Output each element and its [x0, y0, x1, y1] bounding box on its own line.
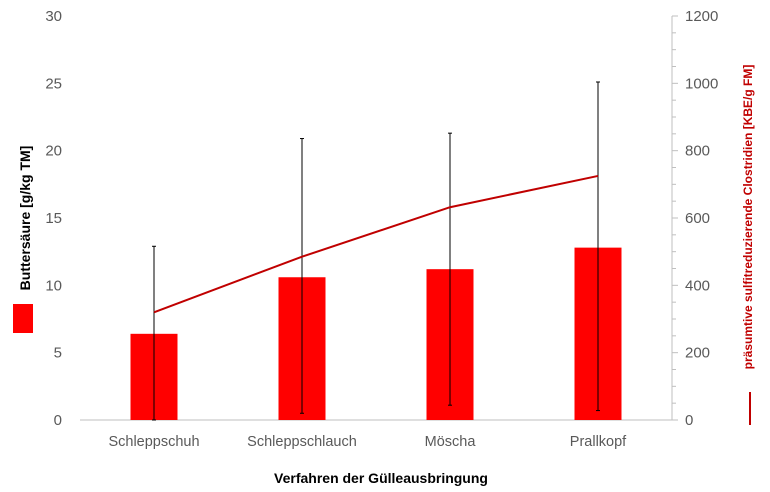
line-path: [153, 174, 599, 314]
y-tick-label: 0: [54, 412, 62, 429]
y2-tick-labels: 0 200 400 600 800 1000 1200: [685, 8, 718, 429]
x-tick-label: Prallkopf: [570, 434, 627, 450]
y-axis-title: Buttersäure [g/kg TM]: [17, 146, 33, 291]
y-tick-label: 25: [45, 75, 62, 92]
x-tick-label: Schleppschlauch: [247, 434, 357, 450]
error-bars: [152, 81, 600, 421]
y2-tick-label: 1200: [685, 8, 718, 25]
y2-tick-label: 400: [685, 277, 710, 294]
y-tick-label: 30: [45, 8, 62, 25]
y2-tick-label: 600: [685, 210, 710, 227]
y-axis-title-group: Buttersäure [g/kg TM]: [13, 146, 33, 333]
y-tick-label: 15: [45, 210, 62, 227]
line-series: [153, 174, 599, 314]
y2-axis-title-group: präsumtive sulfitreduzierende Clostridie…: [741, 65, 755, 425]
bars: [130, 247, 622, 420]
legend-bar-swatch: [13, 304, 33, 333]
y-tick-labels: 0 5 10 15 20 25 30: [45, 8, 62, 429]
x-tick-label: Möscha: [425, 434, 477, 450]
y2-tick-label: 200: [685, 345, 710, 362]
y2-axis-title: präsumtive sulfitreduzierende Clostridie…: [741, 65, 755, 370]
y-tick-label: 10: [45, 277, 62, 294]
y-tick-label: 20: [45, 143, 62, 160]
y2-tick-marks: [672, 15, 678, 421]
y2-tick-label: 1000: [685, 75, 718, 92]
y-tick-label: 5: [54, 345, 62, 362]
y2-tick-label: 0: [685, 412, 693, 429]
y2-tick-label: 800: [685, 143, 710, 160]
x-tick-label: Schleppschuh: [108, 434, 199, 450]
x-axis-title: Verfahren der Gülleausbringung: [274, 470, 488, 486]
x-tick-labels: Schleppschuh Schleppschlauch Möscha Prallko…: [108, 434, 627, 450]
